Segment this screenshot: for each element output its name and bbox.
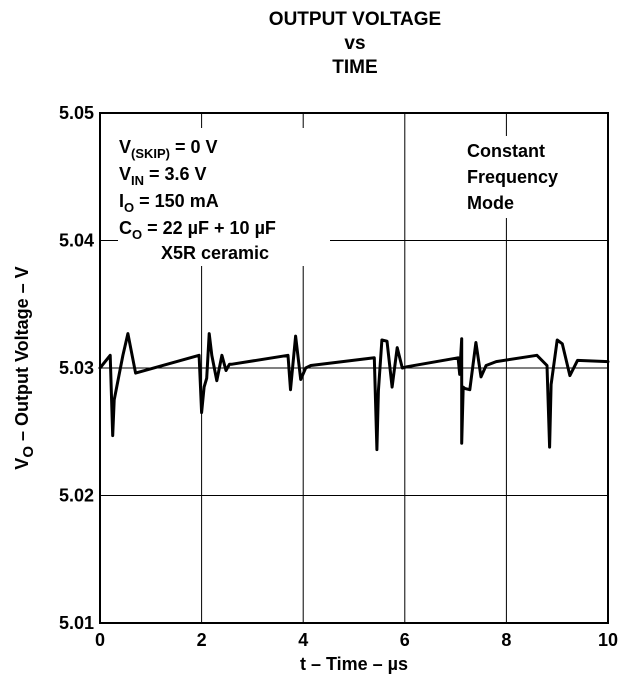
mode-note-line-3: Mode bbox=[467, 193, 514, 213]
y-tick-label: 5.04 bbox=[59, 231, 94, 251]
conditions-background bbox=[118, 128, 330, 266]
mode-note-line-2: Frequency bbox=[467, 167, 558, 187]
y-tick-label: 5.02 bbox=[59, 486, 94, 506]
chart-title-line-3: TIME bbox=[332, 57, 378, 78]
condition-io: IO = 150 mA bbox=[119, 191, 219, 215]
x-axis-label: t – Time – µs bbox=[300, 654, 408, 674]
y-tick-label: 5.05 bbox=[59, 103, 94, 123]
condition-co: CO = 22 µF + 10 µF bbox=[119, 218, 276, 242]
mode-note-line-1: Constant bbox=[467, 141, 545, 161]
x-tick-label: 4 bbox=[298, 630, 308, 650]
chart-title-line-1: OUTPUT VOLTAGE bbox=[268, 9, 442, 30]
y-tick-label: 5.01 bbox=[59, 613, 94, 633]
y-axis-label: VO – Output Voltage – V bbox=[12, 266, 37, 469]
chart-title-line-2: vs bbox=[344, 33, 366, 54]
x-tick-label: 0 bbox=[95, 630, 105, 650]
mode-note-background bbox=[462, 136, 582, 218]
series-output-voltage-line bbox=[98, 332, 610, 452]
x-tick-label: 8 bbox=[501, 630, 511, 650]
x-tick-label: 10 bbox=[598, 630, 618, 650]
condition-vin: VIN = 3.6 V bbox=[119, 164, 207, 188]
tick-labels: 0 2 4 6 8 10 5.01 5.02 5.03 5.04 5.05 bbox=[59, 103, 618, 650]
x-tick-label: 6 bbox=[400, 630, 410, 650]
condition-dielectric: X5R ceramic bbox=[161, 243, 269, 263]
condition-vskip: V(SKIP) = 0 V bbox=[119, 137, 218, 161]
x-tick-label: 2 bbox=[197, 630, 207, 650]
y-tick-label: 5.03 bbox=[59, 358, 94, 378]
